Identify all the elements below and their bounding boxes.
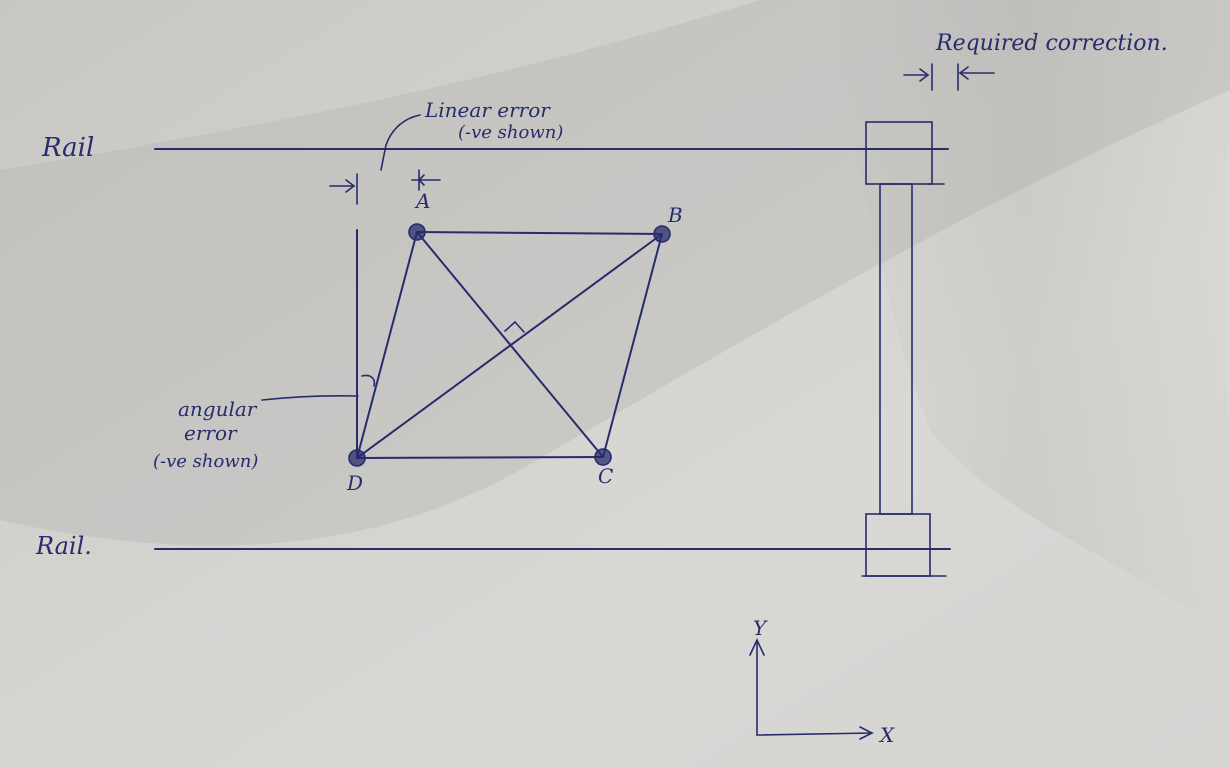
axis-y-label: Y <box>753 616 768 640</box>
angular-error-leader <box>261 394 359 401</box>
square-diagonals <box>356 231 663 459</box>
angular-error-note: (-ve shown) <box>153 451 258 472</box>
linear-error-note: (-ve shown) <box>458 122 563 143</box>
point-a <box>408 223 426 241</box>
point-b <box>653 225 671 243</box>
axis-indicator <box>749 638 874 740</box>
point-c <box>594 448 612 466</box>
point-d-label: D <box>346 471 363 495</box>
angular-error-label: angular <box>178 397 258 421</box>
required-correction-label: Required correction. <box>935 31 1168 56</box>
gantry-bottom-carriage <box>861 513 947 577</box>
point-c-label: C <box>598 464 613 488</box>
point-d <box>348 449 366 467</box>
test-square <box>356 231 663 459</box>
linear-error-label: Linear error <box>424 98 551 122</box>
point-a-label: A <box>414 189 430 213</box>
point-b-label: B <box>667 203 683 227</box>
axis-x-label: X <box>878 723 895 747</box>
rail-top-label: Rail <box>41 133 94 163</box>
angular-error-arc <box>361 374 376 387</box>
linear-error-arrows <box>329 169 441 205</box>
required-correction-arrows <box>903 63 995 91</box>
paper-shadow-right <box>820 0 1230 640</box>
linear-error-leader <box>380 114 421 171</box>
angular-error-label-2: error <box>184 421 238 445</box>
rail-bottom-label: Rail. <box>35 532 92 560</box>
right-angle-marker <box>504 320 525 333</box>
